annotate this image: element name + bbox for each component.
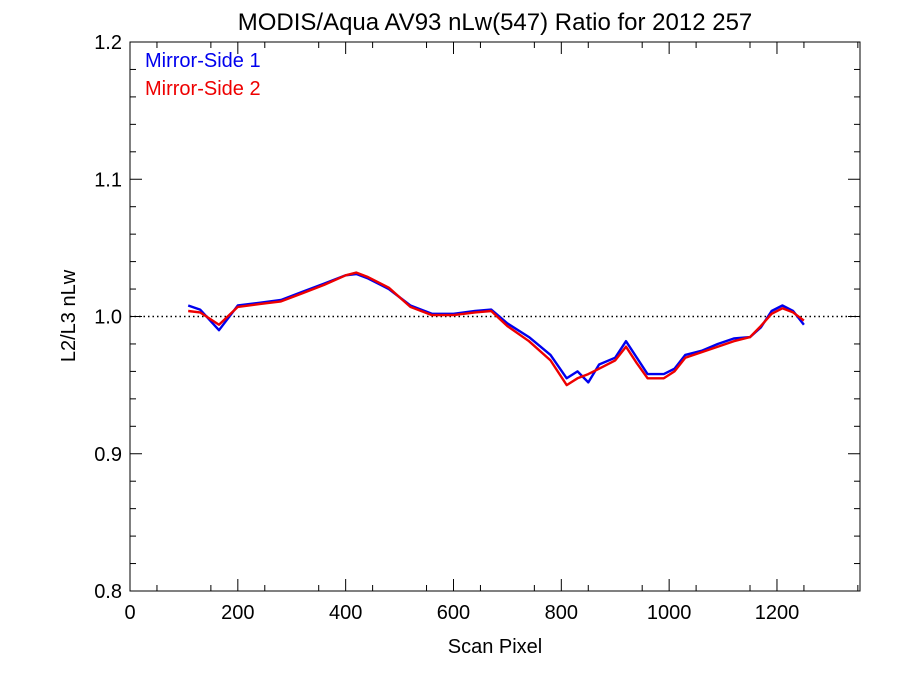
y-tick-label: 1.1 — [94, 169, 122, 191]
y-tick-label: 1.0 — [94, 307, 122, 329]
x-tick-label: 1200 — [755, 602, 800, 624]
chart-title: MODIS/Aqua AV93 nLw(547) Ratio for 2012 … — [238, 9, 753, 36]
x-tick-label: 1000 — [647, 602, 692, 624]
series-line-2 — [188, 271, 805, 387]
x-axis-label: Scan Pixel — [448, 636, 543, 658]
x-tick-label: 600 — [437, 602, 470, 624]
legend-mirror-side-1: Mirror-Side 1 — [145, 50, 261, 72]
y-tick-label: 1.2 — [94, 32, 122, 54]
x-tick-label: 400 — [329, 602, 362, 624]
y-tick-label: 0.9 — [94, 444, 122, 466]
y-axis-label: L2/L3 nLw — [58, 269, 80, 362]
x-tick-label: 0 — [124, 602, 135, 624]
x-tick-label: 800 — [545, 602, 578, 624]
plot-area: 0 200 400 600 800 1000 1200 0.8 0.9 1.0 1.1 1.2 — [94, 32, 861, 624]
series-line-1 — [187, 272, 805, 384]
legend-mirror-side-2: Mirror-Side 2 — [145, 78, 261, 100]
x-tick-label: 200 — [221, 602, 254, 624]
y-tick-label: 0.8 — [94, 581, 122, 603]
